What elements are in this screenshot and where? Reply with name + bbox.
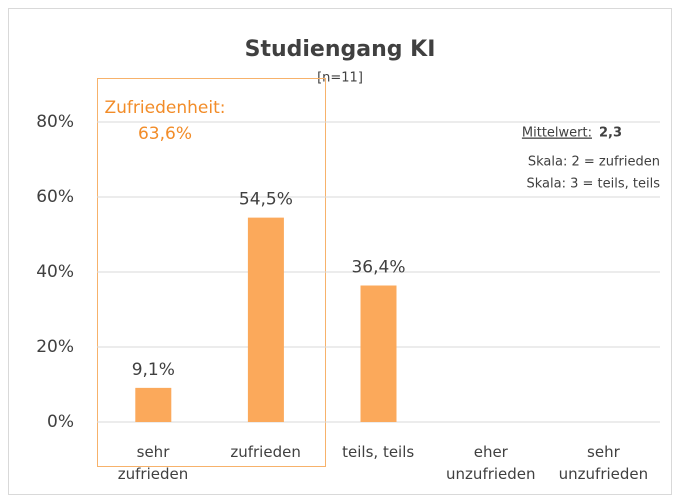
scale-note: Skala: 3 = teils, teils xyxy=(527,177,661,192)
bar xyxy=(360,285,397,422)
x-tick-label: eher unzufrieden xyxy=(446,443,536,483)
data-label: 9,1% xyxy=(132,360,175,380)
x-tick-label: zufrieden xyxy=(230,443,301,461)
group-label: Zufriedenheit: xyxy=(104,98,226,118)
x-tick-label: teils, teils xyxy=(342,443,415,461)
y-tick-label: 40% xyxy=(36,262,74,282)
bar xyxy=(135,387,172,422)
scale-note: Skala: 2 = zufrieden xyxy=(528,155,660,170)
group-annotation: Zufriedenheit: 63,6% xyxy=(100,95,230,147)
y-tick-label: 80% xyxy=(36,112,74,132)
y-tick-label: 20% xyxy=(36,337,74,357)
data-label: 54,5% xyxy=(239,190,293,210)
chart-subtitle: [n=11] xyxy=(317,71,363,86)
x-tick-label: sehr zufrieden xyxy=(117,443,189,483)
x-tick-label: sehr unzufrieden xyxy=(558,443,649,483)
mean-value: 2,3 xyxy=(599,126,622,141)
chart-title: Studiengang KI xyxy=(245,37,436,62)
y-tick-label: 60% xyxy=(36,187,74,207)
data-label: 36,4% xyxy=(351,258,405,278)
bar xyxy=(247,217,284,422)
chart-border xyxy=(8,8,672,495)
group-value: 63,6% xyxy=(137,124,192,144)
y-tick-label: 0% xyxy=(47,412,74,432)
mean-label: Mittelwert: xyxy=(522,126,592,141)
